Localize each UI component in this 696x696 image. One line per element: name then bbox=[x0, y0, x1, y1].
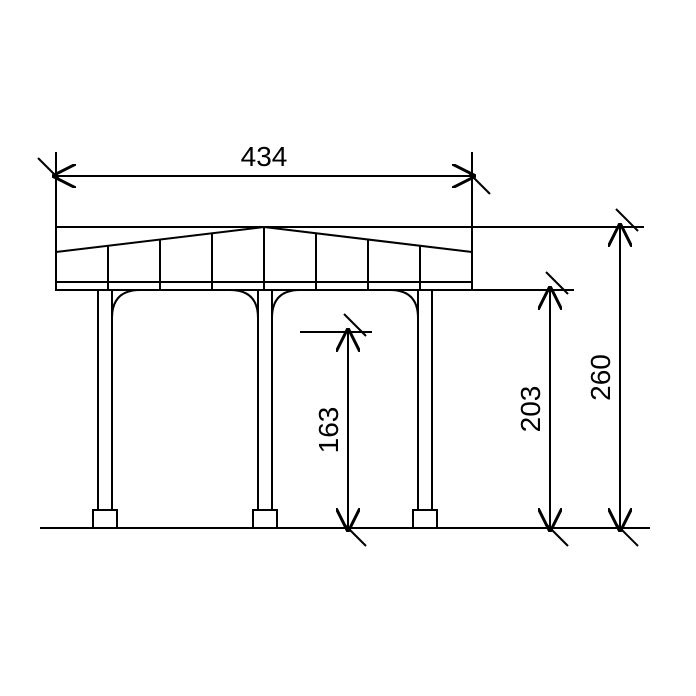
dim-203: 203 bbox=[515, 386, 546, 433]
brace bbox=[390, 290, 418, 318]
brace bbox=[112, 290, 140, 318]
dim-163: 163 bbox=[313, 407, 344, 454]
post-foot bbox=[93, 510, 117, 528]
dim-width: 434 bbox=[241, 141, 288, 172]
brace bbox=[272, 290, 300, 318]
brace bbox=[230, 290, 258, 318]
post bbox=[418, 290, 432, 510]
post-foot bbox=[413, 510, 437, 528]
post bbox=[258, 290, 272, 510]
post bbox=[98, 290, 112, 510]
dim-260: 260 bbox=[585, 354, 616, 401]
post-foot bbox=[253, 510, 277, 528]
